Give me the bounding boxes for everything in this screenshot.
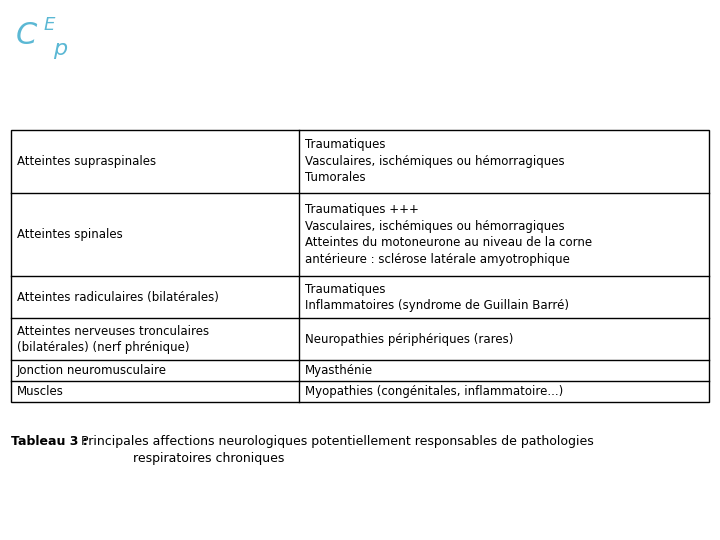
Text: Traumatiques +++
Vasculaires, ischémiques ou hémorragiques
Atteintes du motoneur: Traumatiques +++ Vasculaires, ischémique… [305, 203, 592, 266]
Text: Myopathies (congénitales, inflammatoire...): Myopathies (congénitales, inflammatoire.… [305, 386, 563, 399]
Text: Myasthénie: Myasthénie [305, 364, 373, 377]
Text: Atteintes radiculaires (bilatérales): Atteintes radiculaires (bilatérales) [17, 291, 218, 304]
Text: E: E [43, 16, 55, 35]
Text: Atteintes supraspinales: Atteintes supraspinales [17, 154, 156, 167]
Text: Atteintes nerveuses tronculaires
(bilatérales) (nerf phrénique): Atteintes nerveuses tronculaires (bilaté… [17, 325, 209, 354]
Text: Neuropathies périphériques (rares): Neuropathies périphériques (rares) [305, 333, 513, 346]
Text: Tableau 3 :: Tableau 3 : [11, 435, 88, 448]
Bar [11, 130, 709, 402]
Text: Traumatiques
Inflammatoires (syndrome de Guillain Barré): Traumatiques Inflammatoires (syndrome de… [305, 282, 569, 312]
Text: C: C [16, 21, 37, 50]
Text: Principales affections neurologiques potentiellement responsables de pathologies: Principales affections neurologiques pot… [81, 435, 594, 465]
Text: Muscles: Muscles [17, 386, 63, 399]
Text: Atteintes spinales: Atteintes spinales [17, 228, 122, 241]
Text: Traumatiques
Vasculaires, ischémiques ou hémorragiques
Tumorales: Traumatiques Vasculaires, ischémiques ou… [305, 138, 564, 184]
Text: Jonction neuromusculaire: Jonction neuromusculaire [17, 364, 166, 377]
Text: p: p [53, 38, 68, 59]
